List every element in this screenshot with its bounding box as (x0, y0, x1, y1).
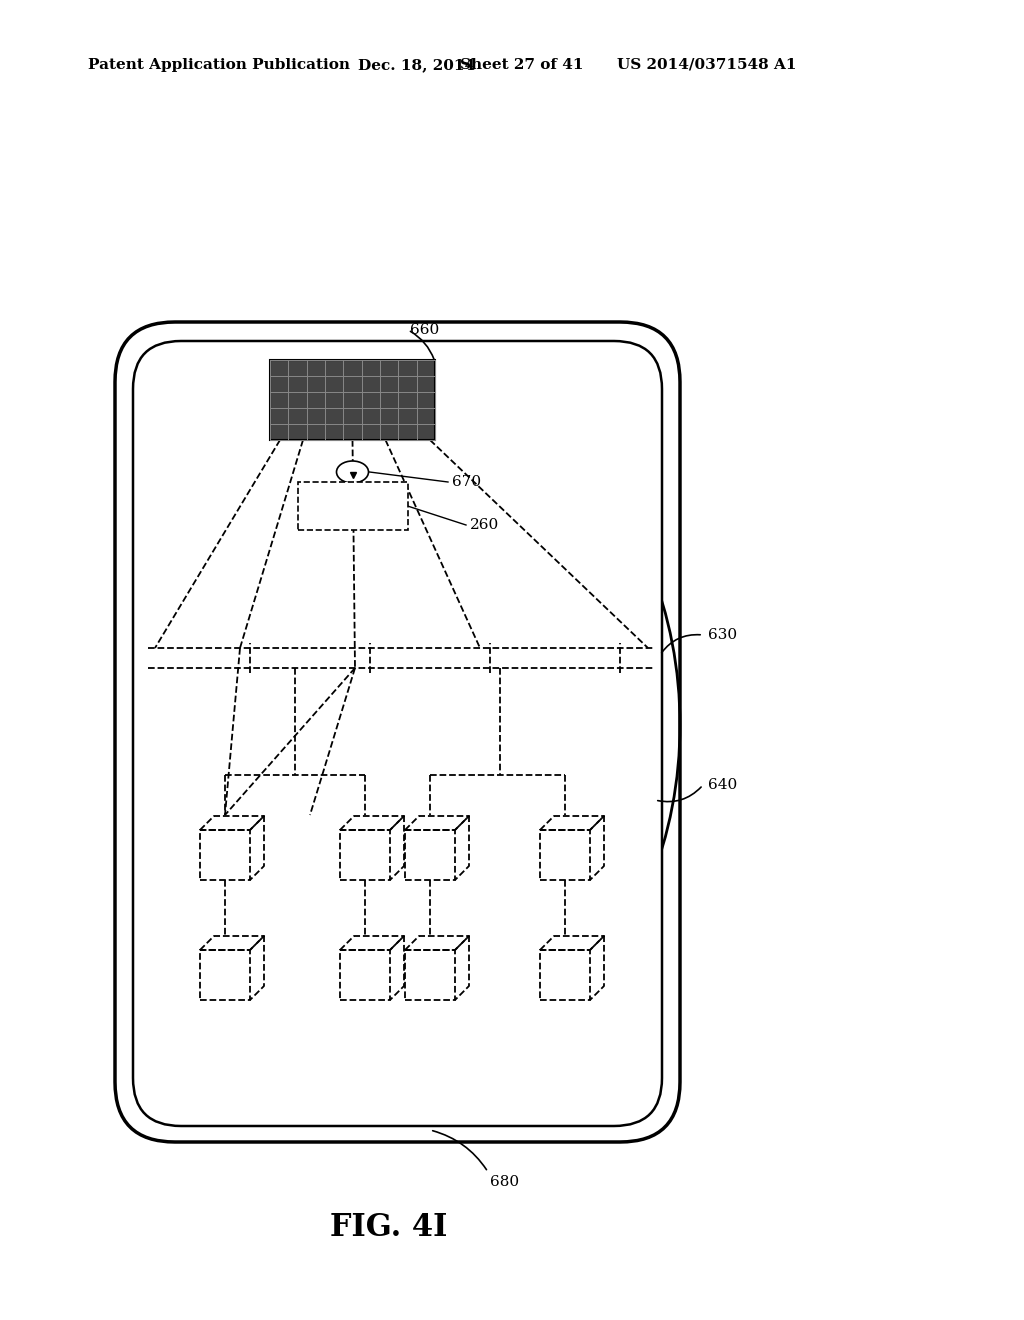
Bar (340, 950, 390, 1001)
Text: US 2014/0371548 A1: US 2014/0371548 A1 (617, 58, 797, 73)
Text: 660: 660 (410, 323, 439, 337)
FancyBboxPatch shape (115, 322, 680, 1142)
Text: Patent Application Publication: Patent Application Publication (88, 58, 350, 73)
Bar (270, 360, 435, 440)
Text: 260: 260 (470, 517, 500, 532)
Bar (200, 830, 250, 880)
Text: FIG. 4I: FIG. 4I (330, 1212, 447, 1242)
Ellipse shape (337, 461, 369, 483)
Text: 640: 640 (708, 777, 737, 792)
Bar (540, 830, 590, 880)
Bar (340, 830, 390, 880)
Bar (200, 950, 250, 1001)
Bar (406, 950, 455, 1001)
Bar (406, 830, 455, 880)
Text: 670: 670 (452, 475, 481, 488)
Bar (540, 950, 590, 1001)
Text: 630: 630 (708, 628, 737, 642)
Text: Dec. 18, 2014: Dec. 18, 2014 (358, 58, 475, 73)
Text: Sheet 27 of 41: Sheet 27 of 41 (460, 58, 584, 73)
Text: 680: 680 (490, 1175, 519, 1189)
Bar (298, 482, 408, 531)
FancyBboxPatch shape (133, 341, 662, 1126)
